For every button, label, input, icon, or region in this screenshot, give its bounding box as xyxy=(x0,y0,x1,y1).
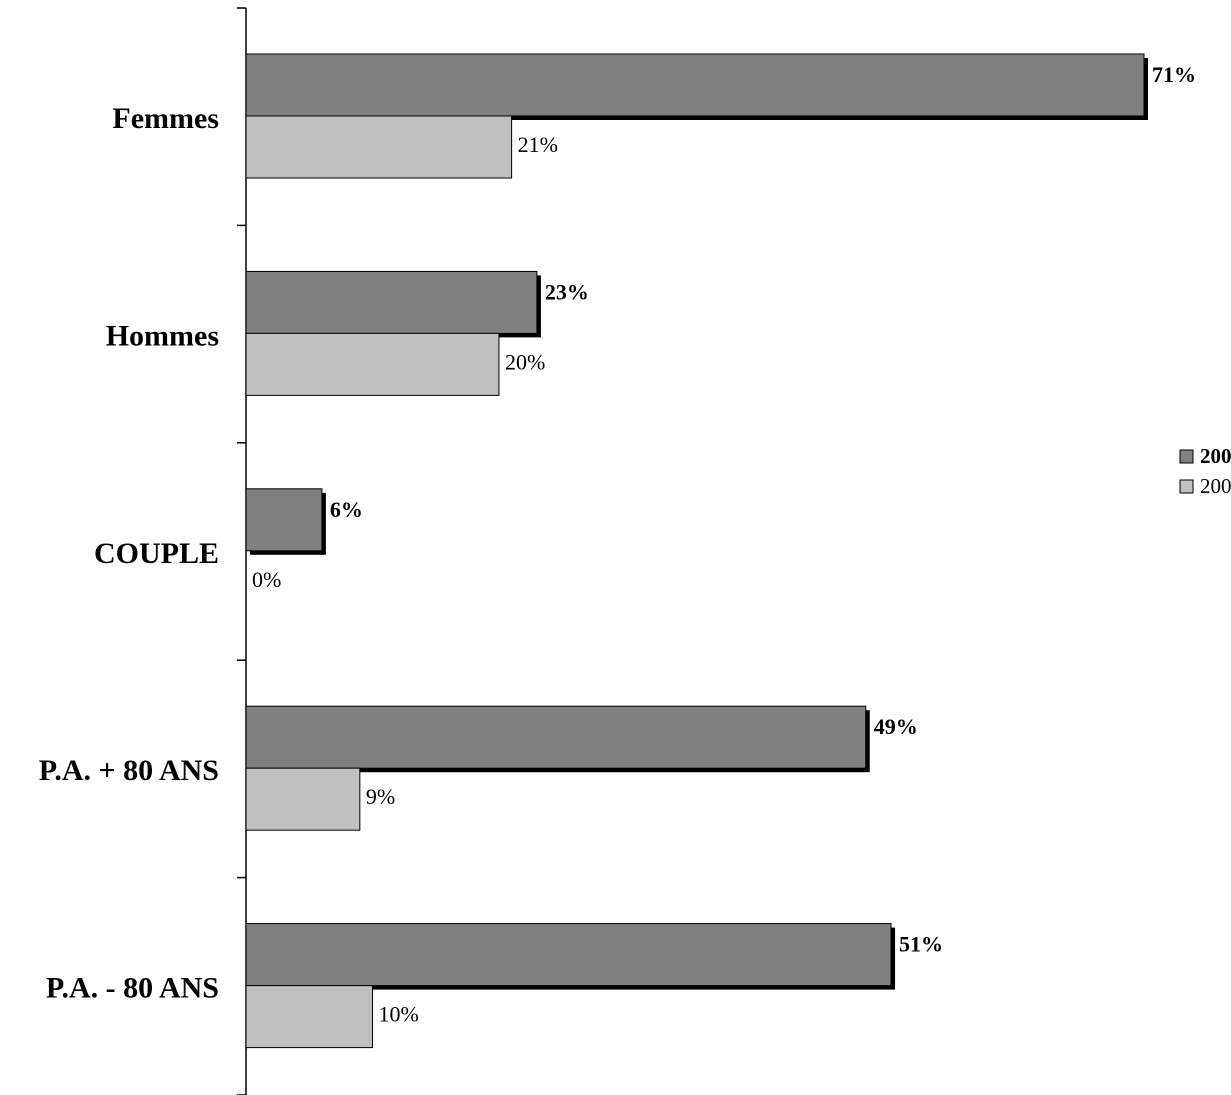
bar-2004 xyxy=(245,53,1145,117)
bar-2003 xyxy=(245,985,373,1049)
data-label-2003: 21% xyxy=(518,132,558,157)
legend: 2004 2003 xyxy=(1179,444,1231,498)
bar-2004 xyxy=(245,270,538,334)
data-label-2004: 49% xyxy=(874,714,918,739)
data-label-2003: 10% xyxy=(378,1002,418,1027)
legend-entry-2003: 2003 xyxy=(1200,474,1231,498)
data-label-2004: 23% xyxy=(545,279,589,304)
bar-2003 xyxy=(245,115,513,179)
category-label: Femmes xyxy=(112,102,219,135)
labels-layer: Femmes 71% 21% Hommes 23% 20% COUPLE 6% 0% P.A. +… xyxy=(39,62,1196,1027)
category-label: P.A. - 80 ANS xyxy=(46,972,219,1005)
bars-layer xyxy=(245,53,1148,1049)
legend-entry-2004: 2004 xyxy=(1200,444,1231,468)
data-label-2003: 20% xyxy=(505,349,545,374)
bar-2003 xyxy=(245,767,361,831)
data-label-2004: 51% xyxy=(899,932,943,957)
legend-swatch-2003 xyxy=(1179,479,1194,494)
category-label: P.A. + 80 ANS xyxy=(39,754,219,787)
bar-2003 xyxy=(245,332,500,396)
axis-layer xyxy=(237,7,247,1095)
category-label: Hommes xyxy=(106,319,219,352)
data-label-2004: 6% xyxy=(330,497,363,522)
bar-2004 xyxy=(245,705,867,769)
data-label-2003: 9% xyxy=(366,784,395,809)
bar-2004 xyxy=(245,488,323,552)
bar-2004 xyxy=(245,923,892,987)
category-label: COUPLE xyxy=(94,537,219,570)
legend-swatch-2004 xyxy=(1179,449,1194,464)
data-label-2004: 71% xyxy=(1152,62,1196,87)
data-label-2003: 0% xyxy=(252,567,281,592)
